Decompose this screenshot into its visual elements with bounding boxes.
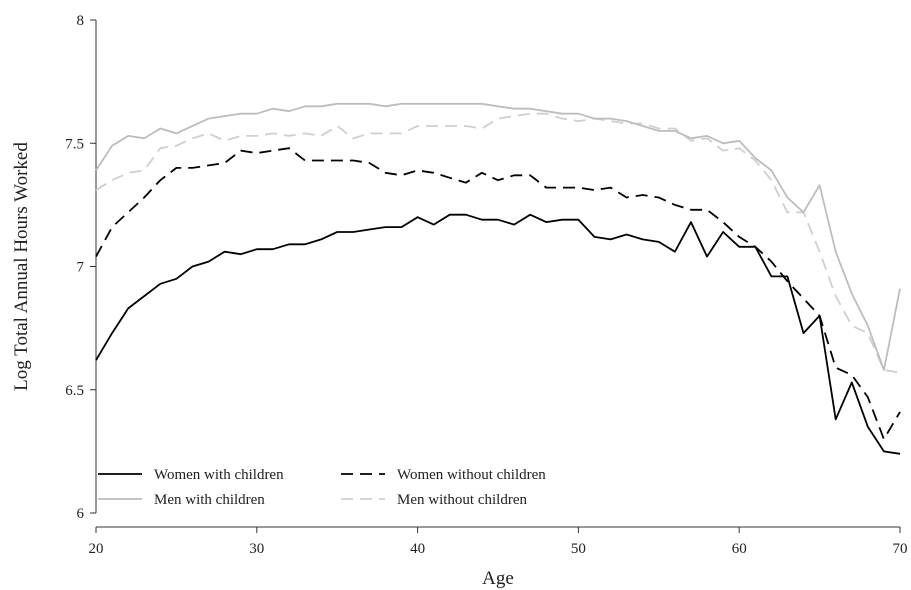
series-line-women-without-children xyxy=(95,147,901,441)
y-tick-label: 7.5 xyxy=(65,136,84,152)
series-line-women-with-children xyxy=(95,213,901,455)
axes: 6 6.5 7 7.5 8 20 30 40 50 60 70 xyxy=(65,13,907,557)
series-line-men-with-children xyxy=(95,102,901,371)
x-tick-label: 20 xyxy=(89,541,104,557)
y-axis-title: Log Total Annual Hours Worked xyxy=(11,142,32,391)
y-tick-label: 6 xyxy=(77,506,85,522)
series-line-men-without-children xyxy=(95,112,901,374)
legend: Women with children Women without childre… xyxy=(98,467,546,508)
y-tick-label: 6.5 xyxy=(65,383,84,399)
y-tick-label: 7 xyxy=(77,260,85,276)
x-tick-label: 70 xyxy=(893,541,908,557)
x-axis-title: Age xyxy=(482,568,514,589)
legend-label: Men without children xyxy=(397,492,527,508)
x-tick-label: 40 xyxy=(410,541,425,557)
x-tick-label: 60 xyxy=(732,541,747,557)
legend-label: Women without children xyxy=(397,467,546,483)
x-tick-label: 30 xyxy=(249,541,264,557)
y-tick-label: 8 xyxy=(77,13,85,29)
legend-label: Men with children xyxy=(154,492,265,508)
x-tick-label: 50 xyxy=(571,541,586,557)
legend-label: Women with children xyxy=(154,467,284,483)
series-lines xyxy=(95,102,901,455)
